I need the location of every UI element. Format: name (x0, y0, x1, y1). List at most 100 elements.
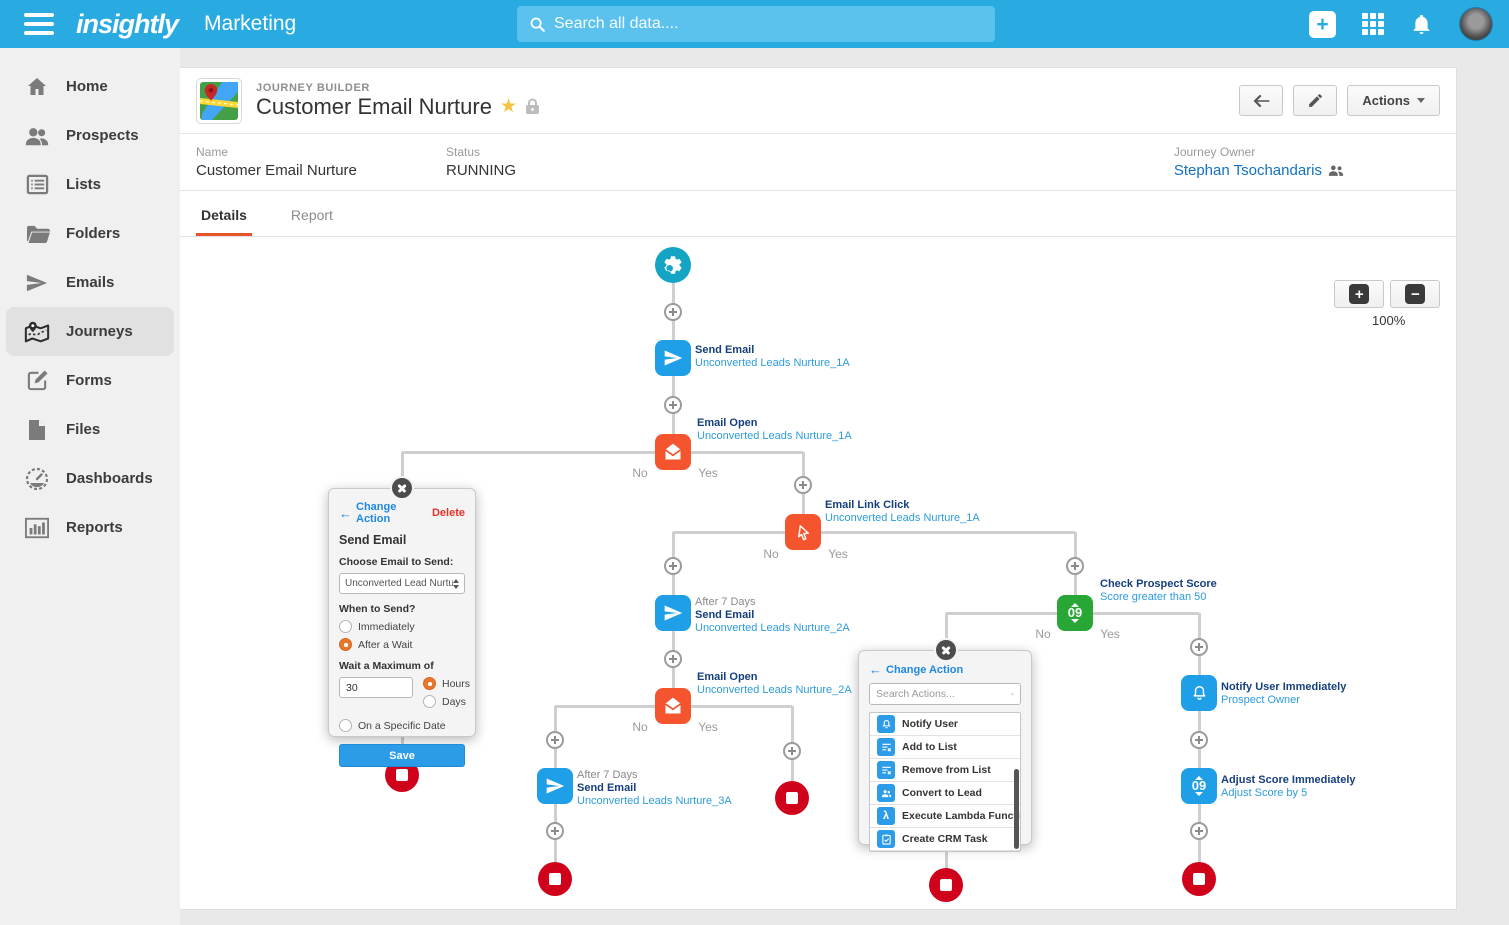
select-stepper-icon (453, 578, 459, 589)
lists-icon (24, 173, 50, 196)
email-open-node-2a[interactable] (655, 688, 691, 724)
change-action-link[interactable]: ← Change Action (869, 662, 964, 677)
option-specific-date[interactable]: On a Specific Date (339, 719, 465, 732)
action-item-add-to-list[interactable]: Add to List (870, 736, 1020, 759)
add-step-button[interactable] (1066, 557, 1084, 575)
close-panel-button[interactable] (934, 638, 958, 662)
journey-canvas[interactable]: Send Email Unconverted Leads Nurture_1A … (180, 237, 1455, 908)
quick-add-button[interactable]: + (1309, 10, 1336, 38)
delete-link[interactable]: Delete (431, 507, 465, 519)
add-step-button[interactable] (1190, 822, 1208, 840)
journey-end-node[interactable] (1182, 862, 1216, 896)
apps-grid-icon[interactable] (1362, 13, 1384, 35)
zoom-out-icon: − (1405, 284, 1425, 304)
connector-line (946, 611, 1075, 615)
convert-to-lead-icon (877, 784, 895, 802)
close-panel-button[interactable] (390, 476, 414, 500)
zoom-in-icon: + (1349, 284, 1369, 304)
add-step-button[interactable] (783, 742, 801, 760)
sidebar-item-prospects[interactable]: Prospects (6, 111, 174, 160)
email-open-node-1a[interactable] (655, 434, 691, 470)
forms-icon (24, 369, 50, 392)
add-step-button[interactable] (1190, 731, 1208, 749)
journey-start-node[interactable] (655, 247, 691, 283)
option-days[interactable]: Days (423, 695, 470, 708)
email-link-click-node[interactable] (785, 514, 821, 550)
add-step-button[interactable] (664, 396, 682, 414)
scrollbar-thumb[interactable] (1014, 769, 1019, 849)
hamburger-menu-icon[interactable] (24, 13, 54, 35)
sidebar-item-forms[interactable]: Forms (6, 356, 174, 405)
adjust-score-node[interactable]: 09 (1181, 768, 1217, 804)
insightly-logo: insightly (76, 8, 179, 39)
node-label: Send Email Unconverted Leads Nurture_1A (695, 344, 850, 369)
action-item-execute-lambda[interactable]: λ Execute Lambda Function (870, 805, 1020, 828)
wait-value-input[interactable] (339, 677, 413, 698)
action-search-input[interactable] (876, 688, 1011, 700)
journey-end-node[interactable] (775, 781, 809, 815)
user-avatar[interactable] (1459, 7, 1493, 41)
send-email-node-2a[interactable] (655, 595, 691, 631)
email-open-icon (665, 697, 681, 714)
node-label: Email Open Unconverted Leads Nurture_1A (697, 417, 852, 442)
global-search[interactable] (517, 6, 995, 42)
tab-details[interactable]: Details (196, 207, 252, 236)
option-immediately[interactable]: Immediately (339, 620, 465, 633)
radio-checked[interactable] (339, 638, 352, 651)
connector-line (1075, 611, 1199, 615)
radio-checked[interactable] (423, 677, 436, 690)
journey-end-node[interactable] (929, 868, 963, 902)
actions-dropdown-button[interactable]: Actions (1347, 85, 1440, 116)
owner-link[interactable]: Stephan Tsochandaris (1174, 162, 1344, 179)
action-item-convert-to-lead[interactable]: Convert to Lead (870, 782, 1020, 805)
check-prospect-score-node[interactable]: 09 (1057, 595, 1093, 631)
email-select[interactable]: Unconverted Lead Nurture_1B (339, 573, 465, 594)
sidebar-item-lists[interactable]: Lists (6, 160, 174, 209)
sidebar-item-folders[interactable]: Folders (6, 209, 174, 258)
action-item-create-crm-task[interactable]: Create CRM Task (870, 828, 1020, 851)
sidebar-item-home[interactable]: Home (6, 62, 174, 111)
option-after-a-wait[interactable]: After a Wait (339, 638, 465, 651)
sidebar-item-dashboards[interactable]: Dashboards (6, 454, 174, 503)
action-item-notify-user[interactable]: Notify User (870, 713, 1020, 736)
home-icon (24, 75, 50, 99)
add-step-button[interactable] (664, 650, 682, 668)
notifications-bell-icon[interactable] (1410, 13, 1433, 36)
tab-report[interactable]: Report (290, 207, 333, 223)
add-step-button[interactable] (794, 476, 812, 494)
journey-end-node[interactable] (538, 862, 572, 896)
node-label: After 7 Days Send Email Unconverted Lead… (577, 769, 732, 807)
sidebar-item-journeys[interactable]: Journeys (6, 307, 174, 356)
send-email-node-3a[interactable] (537, 768, 573, 804)
favorite-star-icon[interactable]: ★ (499, 96, 517, 117)
sidebar-item-emails[interactable]: Emails (6, 258, 174, 307)
radio-unchecked[interactable] (339, 620, 352, 633)
action-search-box[interactable] (869, 683, 1021, 705)
status-value: RUNNING (446, 162, 516, 179)
add-step-button[interactable] (664, 557, 682, 575)
sidebar-item-reports[interactable]: Reports (6, 503, 174, 552)
radio-unchecked[interactable] (339, 719, 352, 732)
edit-button[interactable] (1293, 85, 1338, 116)
send-email-node-1a[interactable] (655, 340, 691, 376)
action-list: Notify User Add to List Remove from List… (869, 712, 1021, 852)
zoom-in-button[interactable]: + (1334, 280, 1384, 308)
add-step-button[interactable] (1190, 638, 1208, 656)
sidebar-item-files[interactable]: Files (6, 405, 174, 454)
notify-user-node[interactable] (1181, 675, 1217, 711)
journey-header: JOURNEY BUILDER Customer Email Nurture ★… (180, 68, 1456, 134)
branch-yes-label: Yes (698, 466, 718, 480)
zoom-out-button[interactable]: − (1390, 280, 1440, 308)
save-button[interactable]: Save (339, 744, 465, 767)
change-action-link[interactable]: ← Change Action (339, 501, 397, 525)
score-icon: 09 (1192, 776, 1206, 796)
add-step-button[interactable] (664, 303, 682, 321)
add-step-button[interactable] (546, 731, 564, 749)
radio-unchecked[interactable] (423, 695, 436, 708)
branch-yes-label: Yes (1100, 627, 1120, 641)
search-input[interactable] (554, 15, 983, 33)
action-item-remove-from-list[interactable]: Remove from List (870, 759, 1020, 782)
back-button[interactable] (1239, 85, 1284, 116)
option-hours[interactable]: Hours (423, 677, 470, 690)
add-step-button[interactable] (546, 822, 564, 840)
